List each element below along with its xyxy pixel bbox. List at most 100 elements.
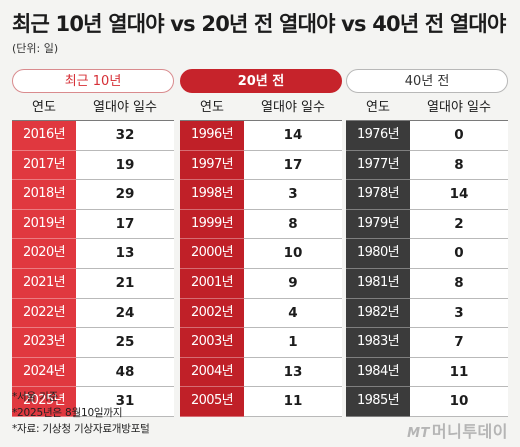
unit-label: (단위: 일): [12, 42, 59, 55]
year-cell: 2005년: [180, 387, 244, 417]
days-cell: 13: [76, 239, 174, 268]
days-cell: 21: [76, 268, 174, 298]
days-cell: 7: [410, 328, 508, 357]
table-label-20-years: 20년 전: [180, 69, 342, 93]
days-cell: 11: [244, 387, 342, 416]
header-days: 열대야 일수: [93, 100, 157, 115]
days-cell: 0: [410, 121, 508, 150]
year-cell: 1978년: [346, 180, 410, 210]
year-cell: 2017년: [12, 150, 76, 181]
year-cell: 2019년: [12, 209, 76, 240]
days-cell: 31: [76, 387, 174, 416]
year-cell: 1983년: [346, 328, 410, 358]
year-cell: 1982년: [346, 298, 410, 329]
days-cell: 13: [244, 357, 342, 387]
year-cell: 1980년: [346, 239, 410, 269]
year-cell: 2024년: [12, 357, 76, 388]
days-cell: 14: [410, 180, 508, 209]
table-row: 2018년 29: [12, 180, 174, 210]
year-cell: 2023년: [12, 328, 76, 358]
year-cell: 1985년: [346, 387, 410, 417]
year-cell: 1999년: [180, 209, 244, 240]
table-row: 1999년 8: [180, 209, 342, 240]
days-cell: 10: [244, 239, 342, 268]
table-rows: 2016년 32 2017년 19 2018년 29 2019년 17 2020년 13 2021년…: [12, 121, 174, 417]
table-row: 2019년 17: [12, 209, 174, 240]
days-cell: 4: [244, 298, 342, 328]
days-cell: 3: [410, 298, 508, 328]
days-cell: 10: [410, 387, 508, 416]
year-cell: 1998년: [180, 180, 244, 210]
days-cell: 0: [410, 239, 508, 268]
days-cell: 32: [76, 121, 174, 150]
table-row: 2017년 19: [12, 150, 174, 181]
table-row: 1976년 0: [346, 121, 508, 151]
table-row: 2022년 24: [12, 298, 174, 329]
year-cell: 1996년: [180, 121, 244, 151]
days-cell: 2: [410, 209, 508, 239]
year-cell: 2000년: [180, 239, 244, 269]
table-row: 2024년 48: [12, 357, 174, 388]
table-row: 1978년 14: [346, 180, 508, 210]
footnote: *서울 기준: [12, 391, 59, 403]
days-cell: 8: [244, 209, 342, 239]
footnotes: *서울 기준 *2025년은 8월10일까지 *자료: 기상청 기상자료개방포털: [12, 389, 150, 437]
table-header: 연도 열대야 일수: [180, 96, 342, 121]
logo-mt: MT: [407, 426, 430, 441]
year-cell: 1984년: [346, 357, 410, 388]
year-cell: 2001년: [180, 268, 244, 299]
table-header: 연도 열대야 일수: [346, 96, 508, 121]
year-cell: 2025년: [12, 387, 76, 417]
header-year: 연도: [32, 100, 56, 115]
table-row: 2023년 25: [12, 328, 174, 358]
year-cell: 1979년: [346, 209, 410, 240]
logo-name: 머니투데이: [431, 422, 508, 441]
publisher-logo: MT 머니투데이: [407, 418, 508, 442]
table-row: 2002년 4: [180, 298, 342, 329]
table-row: 1981년 8: [346, 268, 508, 299]
table-row: 1982년 3: [346, 298, 508, 329]
days-cell: 8: [410, 150, 508, 180]
table-20-years-ago: 20년 전 연도 열대야 일수 1996년 14 1997년 17 1998년 3 1999…: [180, 69, 342, 417]
table-row: 1979년 2: [346, 209, 508, 240]
table-label-recent: 최근 10년: [12, 69, 174, 93]
table-row: 2025년 31: [12, 387, 174, 417]
days-cell: 8: [410, 268, 508, 298]
days-cell: 14: [244, 121, 342, 150]
table-row: 1996년 14: [180, 121, 342, 151]
table-rows: 1976년 0 1977년 8 1978년 14 1979년 2 1980년 0 1981년 8 198…: [346, 121, 508, 417]
table-row: 1977년 8: [346, 150, 508, 181]
table-rows: 1996년 14 1997년 17 1998년 3 1999년 8 2000년 10 2001년 9 2…: [180, 121, 342, 417]
days-cell: 17: [76, 209, 174, 239]
chart-title: 최근 10년 열대야 vs 20년 전 열대야 vs 40년 전 열대야: [12, 12, 506, 36]
table-row: 2003년 1: [180, 328, 342, 358]
table-row: 2001년 9: [180, 268, 342, 299]
days-cell: 11: [410, 357, 508, 387]
days-cell: 48: [76, 357, 174, 387]
year-cell: 2020년: [12, 239, 76, 269]
year-cell: 2016년: [12, 121, 76, 151]
year-cell: 1976년: [346, 121, 410, 151]
table-row: 1985년 10: [346, 387, 508, 417]
table-row: 1998년 3: [180, 180, 342, 210]
header-year: 연도: [200, 100, 224, 115]
table-header: 연도 열대야 일수: [12, 96, 174, 121]
table-label-40-years: 40년 전: [346, 69, 508, 93]
days-cell: 25: [76, 328, 174, 357]
table-row: 1997년 17: [180, 150, 342, 181]
year-cell: 2002년: [180, 298, 244, 329]
year-cell: 1981년: [346, 268, 410, 299]
days-cell: 3: [244, 180, 342, 209]
table-row: 2021년 21: [12, 268, 174, 299]
table-row: 1980년 0: [346, 239, 508, 269]
days-cell: 1: [244, 328, 342, 357]
year-cell: 1997년: [180, 150, 244, 181]
table-row: 2004년 13: [180, 357, 342, 388]
table-row: 2016년 32: [12, 121, 174, 151]
header-year: 연도: [366, 100, 390, 115]
table-row: 2005년 11: [180, 387, 342, 417]
table-recent-10-years: 최근 10년 연도 열대야 일수 2016년 32 2017년 19 2018년 29 20…: [12, 69, 174, 417]
days-cell: 24: [76, 298, 174, 328]
table-row: 2000년 10: [180, 239, 342, 269]
year-cell: 2003년: [180, 328, 244, 358]
